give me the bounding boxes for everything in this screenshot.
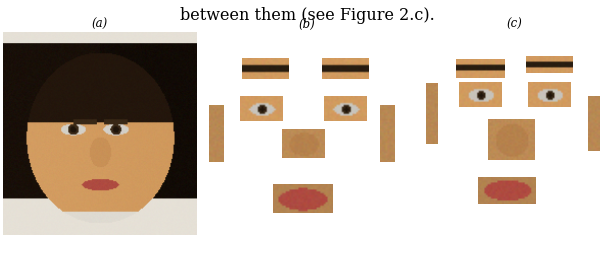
Text: between them (see Figure 2.c).: between them (see Figure 2.c). (180, 7, 434, 24)
Title: (c): (c) (507, 18, 523, 31)
Title: (a): (a) (91, 18, 108, 31)
Title: (b): (b) (299, 18, 316, 31)
